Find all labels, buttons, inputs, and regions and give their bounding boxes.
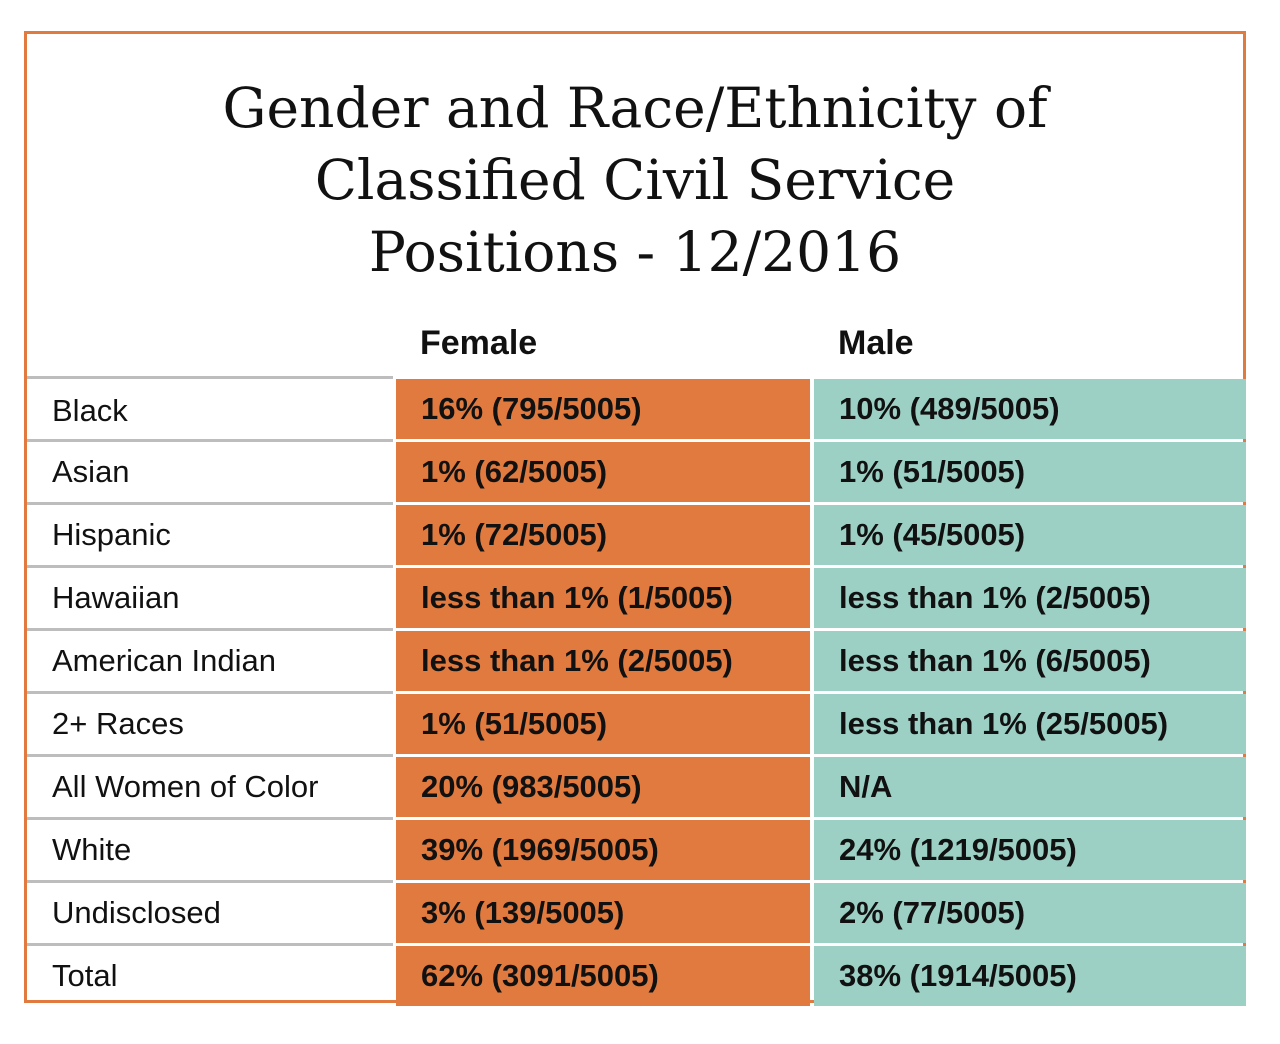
row-label: Black [27,376,393,442]
chart-title: Gender and Race/Ethnicity of Classified … [27,72,1243,288]
female-cell: 3% (139/5005) [396,883,810,943]
title-line-3: Positions - 12/2016 [368,220,902,284]
male-cell: less than 1% (25/5005) [814,694,1246,754]
female-cell: 20% (983/5005) [396,757,810,817]
row-label: White [27,820,393,883]
row-label: 2+ Races [27,694,393,757]
table-row: White 39% (1969/5005) 24% (1219/5005) [27,820,1246,883]
title-line-1: Gender and Race/Ethnicity of [222,76,1048,140]
female-cell: less than 1% (1/5005) [396,568,810,628]
male-cell: 38% (1914/5005) [814,946,1246,1006]
female-cell: 1% (72/5005) [396,505,810,565]
column-header-male: Male [838,324,914,362]
table-row: All Women of Color 20% (983/5005) N/A [27,757,1246,820]
row-label: Hispanic [27,505,393,568]
table-body: Black 16% (795/5005) 10% (489/5005) Asian 1%… [27,376,1246,1009]
male-cell: 1% (51/5005) [814,442,1246,502]
row-label: All Women of Color [27,757,393,820]
row-label: Asian [27,442,393,505]
table-row: 2+ Races 1% (51/5005) less than 1% (25/500… [27,694,1246,757]
female-cell: 16% (795/5005) [396,379,810,439]
male-cell: 1% (45/5005) [814,505,1246,565]
female-cell: 1% (51/5005) [396,694,810,754]
row-label: Total [52,958,118,993]
male-cell: less than 1% (6/5005) [814,631,1246,691]
female-cell: 39% (1969/5005) [396,820,810,880]
table-frame: Gender and Race/Ethnicity of Classified … [24,31,1246,1006]
female-cell: 62% (3091/5005) [396,946,810,1006]
row-label: Undisclosed [27,883,393,946]
male-cell: 24% (1219/5005) [814,820,1246,880]
table-row: Undisclosed 3% (139/5005) 2% (77/5005) [27,883,1246,946]
row-label: Hawaiian [27,568,393,631]
column-header-female: Female [420,324,538,362]
table-row: Total 62% (3091/5005) 38% (1914/5005) [27,946,1246,1009]
row-label: American Indian [27,631,393,694]
table-row: Hispanic 1% (72/5005) 1% (45/5005) [27,505,1246,568]
male-cell: less than 1% (2/5005) [814,568,1246,628]
table-row: Asian 1% (62/5005) 1% (51/5005) [27,442,1246,505]
male-cell: 10% (489/5005) [814,379,1246,439]
title-line-2: Classified Civil Service [314,148,956,212]
table-row: Hawaiian less than 1% (1/5005) less than 1… [27,568,1246,631]
table-row: Black 16% (795/5005) 10% (489/5005) [27,376,1246,442]
table-row: American Indian less than 1% (2/5005) less… [27,631,1246,694]
female-cell: 1% (62/5005) [396,442,810,502]
male-cell: N/A [814,757,1246,817]
female-cell: less than 1% (2/5005) [396,631,810,691]
male-cell: 2% (77/5005) [814,883,1246,943]
